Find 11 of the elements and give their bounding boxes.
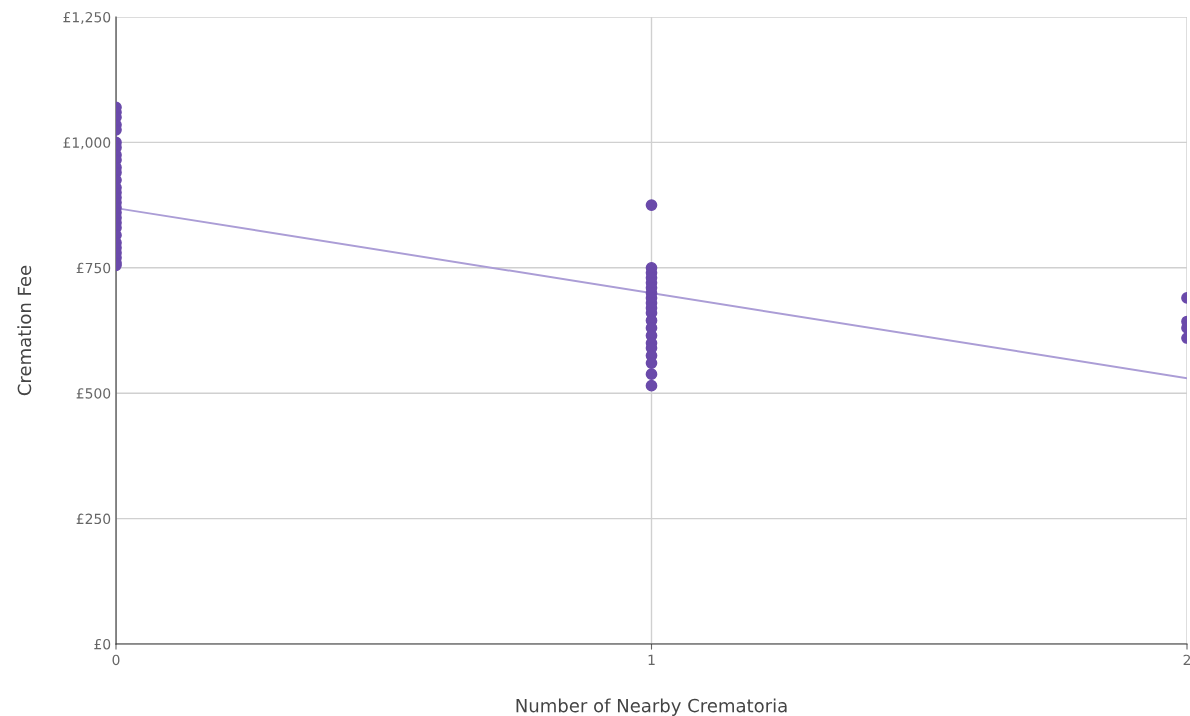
y-tick-label: £0 xyxy=(94,638,111,650)
x-tick-label: 1 xyxy=(648,654,655,665)
y-tick-label: £750 xyxy=(76,262,111,274)
y-tick-label: £500 xyxy=(76,388,111,399)
y-tick-label: £1,250 xyxy=(63,11,111,24)
y-tick-label: £250 xyxy=(76,513,111,525)
x-tick-label: 2 xyxy=(1183,654,1190,665)
y-tick-label: £1,000 xyxy=(63,137,111,150)
y-axis-title: Cremation Fee xyxy=(17,265,32,396)
x-axis-title: Number of Nearby Crematoria xyxy=(516,698,787,716)
x-tick-label: 0 xyxy=(112,654,120,666)
